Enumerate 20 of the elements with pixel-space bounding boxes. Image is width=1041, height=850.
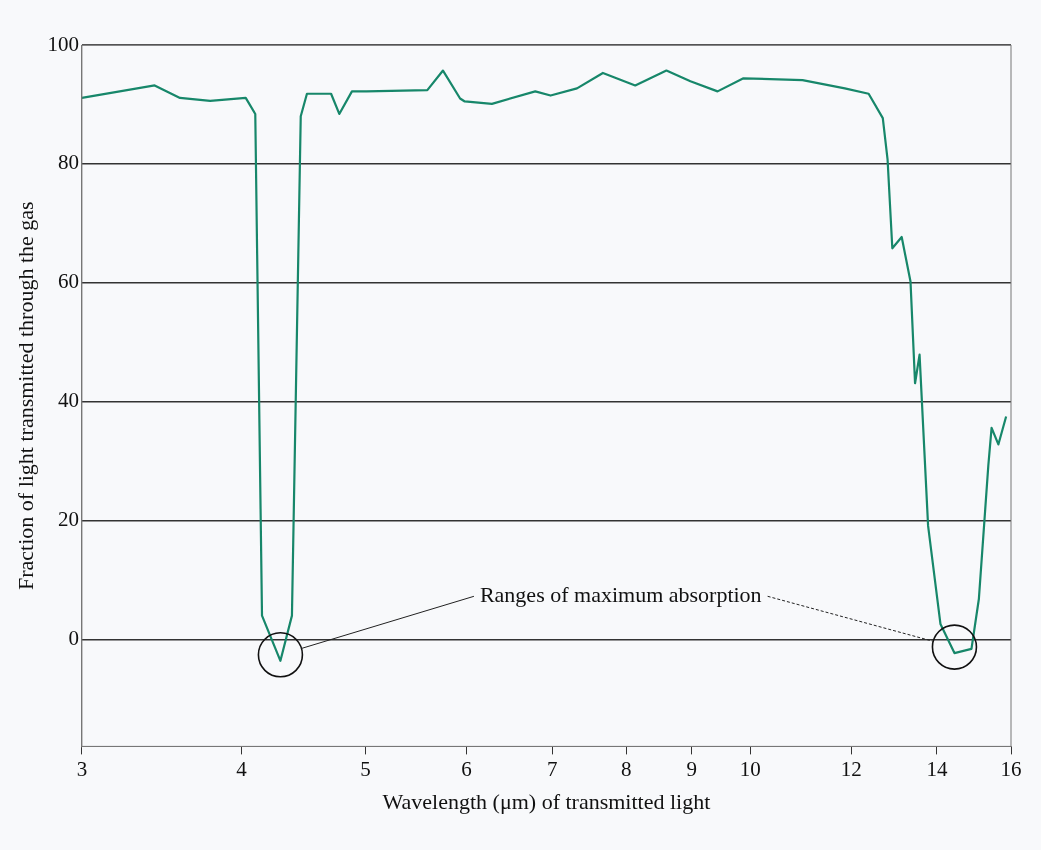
- x-tick-label: 16: [1000, 756, 1022, 781]
- x-tick-label: 3: [76, 756, 88, 781]
- x-tick-label: 10: [739, 756, 761, 781]
- x-tick-label: 9: [686, 756, 697, 781]
- x-tick-label: 8: [621, 756, 632, 781]
- x-tick-label: 14: [926, 756, 948, 781]
- y-tick-label: 0: [68, 625, 79, 650]
- x-tick-label: 4: [236, 756, 248, 781]
- x-tick-label: 6: [461, 756, 472, 781]
- y-tick-label: 40: [57, 388, 79, 413]
- x-tick-label: 7: [546, 756, 558, 781]
- x-tick-label: 5: [360, 756, 371, 781]
- x-tick-label: 12: [840, 756, 862, 781]
- x-axis-title: Wavelength (μm) of transmitted light: [382, 788, 711, 814]
- y-axis-title: Fraction of light transmitted through the gas: [12, 201, 38, 590]
- y-tick-label: 60: [57, 269, 79, 294]
- y-tick-label: 20: [57, 507, 79, 532]
- y-tick-label: 80: [57, 150, 79, 175]
- annotation: Ranges of maximum absorption: [479, 582, 762, 608]
- y-tick-label: 100: [47, 31, 79, 56]
